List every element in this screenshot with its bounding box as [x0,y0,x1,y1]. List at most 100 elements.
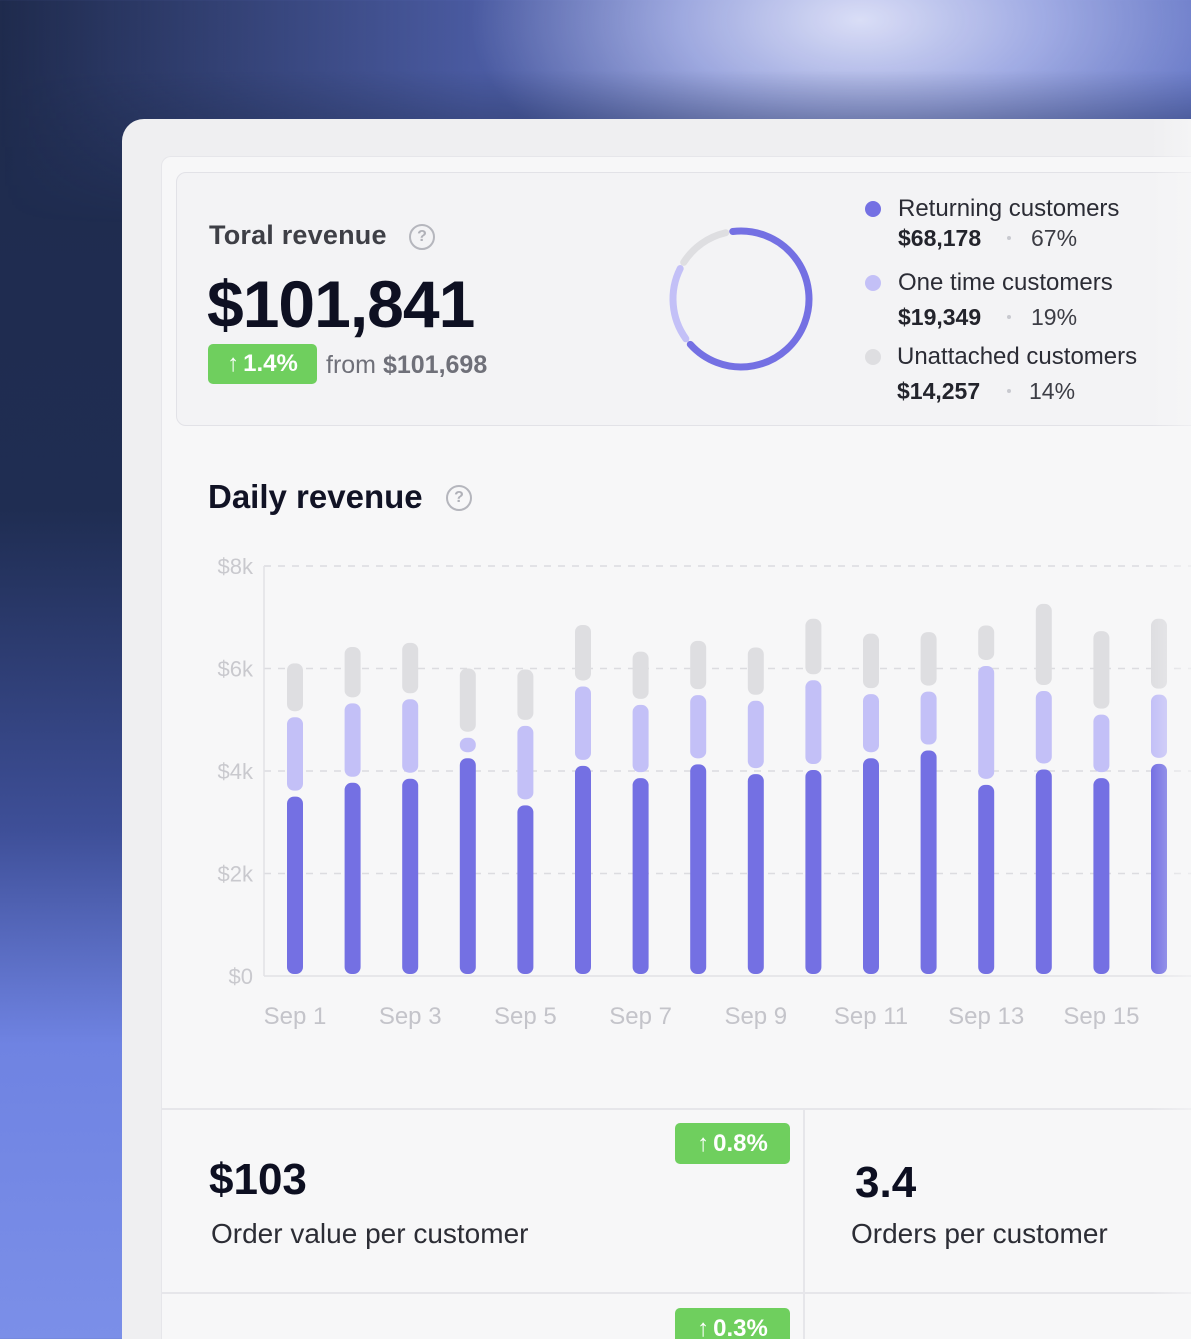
legend-pct-one-time: 19% [1031,304,1078,330]
bar-returning [402,778,419,974]
bar-one-time [1093,714,1110,773]
legend-value-one-time: $19,349 [898,304,982,330]
legend-label-returning: Returning customers [898,195,1120,222]
bar-unattached [805,618,822,675]
bar-one-time [805,680,822,764]
bar-one-time [747,700,764,769]
bar-returning [287,796,303,974]
bar-unattached [690,640,707,690]
revenue-delta-value: 1.4% [243,350,298,377]
previous-revenue: from $101,698 [326,351,487,380]
bar-returning [517,805,534,974]
legend-dot-returning [865,201,881,217]
bar-unattached [402,642,419,694]
bar-one-time [690,695,707,759]
total-revenue-value: $101,841 [207,267,475,341]
bar-unattached [287,663,303,712]
bar-unattached [1093,631,1110,709]
bar-returning [978,784,995,974]
legend-pct-unattached: 14% [1029,378,1076,404]
x-tick-label: Sep 3 [379,1003,442,1030]
arrow-up-icon: ↑ [227,350,240,377]
bar-unattached [1035,603,1052,686]
donut-segment-returning [686,227,813,371]
bar-returning [632,778,649,974]
total-revenue-card [176,172,1191,426]
x-tick-label: Sep 9 [724,1003,787,1030]
legend-pct-returning: 67% [1031,225,1078,251]
bar-one-time [1035,691,1052,764]
order-value-per-customer: $103 [209,1155,307,1204]
bar-unattached [863,633,879,689]
order-value-delta-badge: ↑ 0.8% [675,1123,790,1164]
daily-revenue-title: Daily revenue [208,478,423,515]
bar-one-time [287,717,303,791]
legend-value-returning: $68,178 [898,225,982,251]
legend-separator [1007,236,1011,240]
donut-segment-unattached [680,229,730,266]
x-tick-label: Sep 15 [1063,1003,1139,1030]
x-tick-label: Sep 11 [834,1003,908,1030]
bar-returning [863,758,879,974]
right-edge-fade [1151,119,1191,1339]
bar-returning [1093,778,1110,974]
help-icon[interactable]: ? [409,224,435,250]
bar-one-time [978,665,995,779]
total-revenue-title: Toral revenue [209,220,387,250]
bar-unattached [517,669,534,720]
bar-returning [575,765,591,974]
stats-row [161,1108,1191,1294]
from-label: from [326,351,376,379]
y-tick-label: $2k [218,862,254,887]
bar-one-time [402,699,419,773]
next-stat-delta: 0.3% [713,1314,768,1339]
legend-separator [1007,389,1011,393]
bar-returning [690,764,707,974]
legend-separator [1007,315,1011,319]
bar-unattached [920,632,937,686]
x-tick-label: Sep 1 [264,1003,327,1030]
bar-unattached [459,668,476,732]
bar-returning [459,758,476,974]
legend-value-unattached: $14,257 [897,378,981,404]
previous-revenue-value: $101,698 [382,351,488,379]
bar-one-time [459,737,476,753]
bar-one-time [863,694,879,753]
donut-segment-one-time [669,265,690,343]
bar-unattached [344,646,361,698]
bar-unattached [747,647,764,695]
bar-returning [747,774,764,974]
y-tick-label: $4k [218,759,254,784]
legend-label-one-time: One time customers [898,269,1113,296]
bar-returning [344,782,361,974]
order-value-delta: 0.8% [713,1129,768,1157]
arrow-up-icon: ↑ [697,1314,710,1339]
y-tick-label: $6k [218,657,254,682]
order-value-label: Order value per customer [211,1218,529,1249]
bar-unattached [575,624,591,681]
bar-returning [920,750,937,974]
bar-unattached [632,651,649,699]
bar-returning [1035,769,1052,974]
legend-label-unattached: Unattached customers [897,343,1138,370]
bar-returning [805,769,822,974]
y-tick-label: $0 [229,964,253,989]
bar-one-time [575,686,591,760]
orders-per-customer: 3.4 [855,1158,917,1207]
bar-one-time [517,725,534,800]
revenue-delta-badge: ↑ 1.4% [208,344,317,384]
orders-per-customer-label: Orders per customer [851,1218,1108,1249]
x-tick-label: Sep 7 [609,1003,672,1030]
legend-dot-one-time [865,275,881,291]
next-stat-delta-badge: ↑ 0.3% [675,1308,790,1339]
bar-one-time [344,703,361,777]
revenue-donut-chart [669,227,813,371]
x-tick-label: Sep 5 [494,1003,557,1030]
bar-unattached [978,625,995,660]
help-icon[interactable]: ? [446,485,472,511]
bar-one-time [632,704,649,773]
stats-divider [803,1108,805,1339]
bar-one-time [920,691,937,745]
x-tick-label: Sep 13 [948,1003,1024,1030]
